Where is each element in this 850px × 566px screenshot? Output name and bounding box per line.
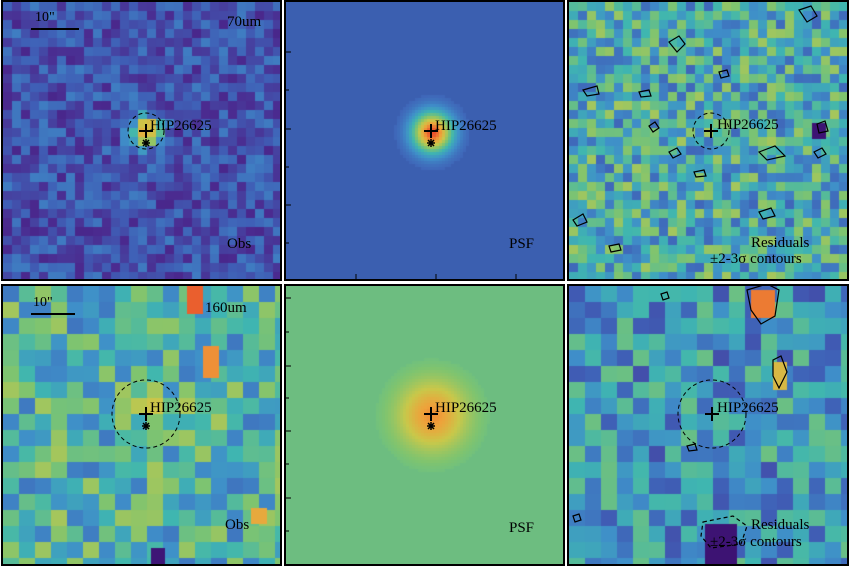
residual-label: Residuals xyxy=(751,517,810,533)
obs-label: Obs xyxy=(225,517,250,533)
band-label-70um: 70um xyxy=(227,14,262,30)
band-label-160um: 160um xyxy=(205,300,247,316)
residual-contour-label: ±2-3σ contours xyxy=(710,534,802,550)
psf-image-70um xyxy=(286,2,563,279)
panel-obs-160um: 10" 160um HIP26625 Obs xyxy=(1,284,282,566)
scale-bar-label: 10" xyxy=(33,295,53,310)
panel-obs-70um: 10" 70um HIP26625 Obs xyxy=(1,0,282,281)
target-label: HIP26625 xyxy=(717,117,779,133)
panel-psf-160um: HIP26625 PSF xyxy=(284,284,565,566)
target-label: HIP26625 xyxy=(435,400,497,416)
residual-contour-label: ±2-3σ contours xyxy=(710,251,802,267)
panel-psf-70um: HIP26625 PSF xyxy=(284,0,565,281)
target-label: HIP26625 xyxy=(435,118,497,134)
obs-label: Obs xyxy=(227,236,252,252)
psf-label: PSF xyxy=(509,520,535,536)
residual-label: Residuals xyxy=(751,235,810,251)
panel-residual-160um: HIP26625 Residuals ±2-3σ contours xyxy=(567,284,849,566)
psf-label: PSF xyxy=(509,236,535,252)
panel-residual-70um: HIP26625 Residuals ±2-3σ contours xyxy=(567,0,849,281)
psf-image-160um xyxy=(286,286,563,564)
target-label: HIP26625 xyxy=(150,118,212,134)
target-label: HIP26625 xyxy=(717,400,779,416)
scale-bar-label: 10" xyxy=(35,10,55,25)
target-label: HIP26625 xyxy=(150,400,212,416)
